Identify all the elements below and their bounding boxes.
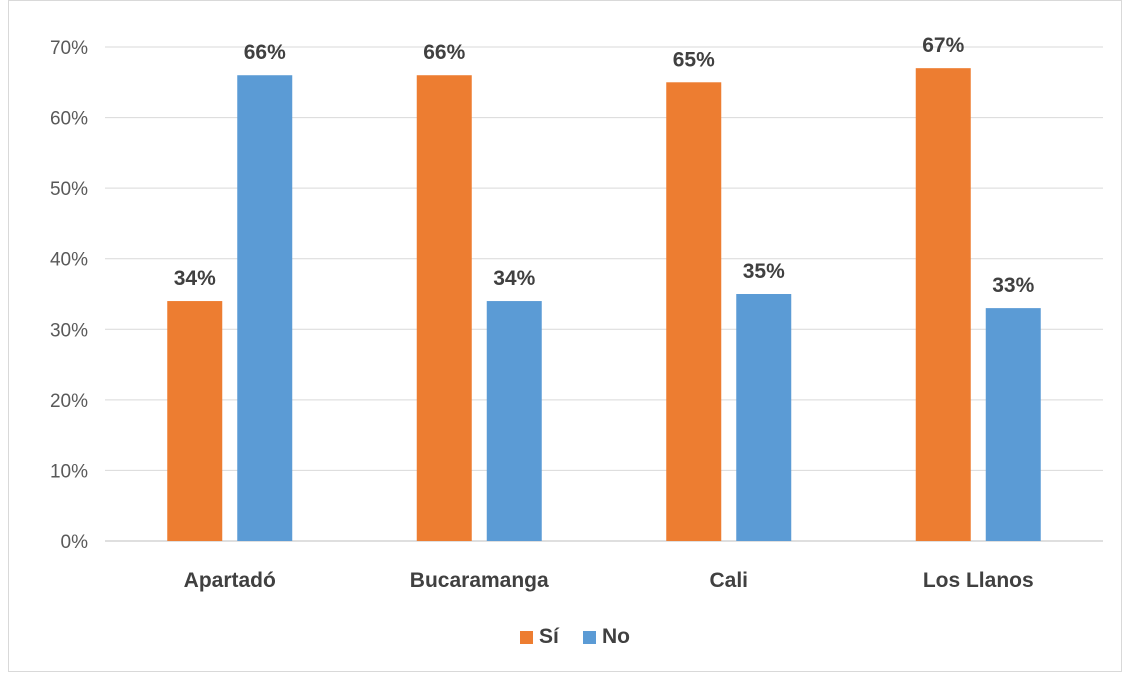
bar-no	[486, 301, 542, 541]
legend-swatch	[520, 631, 533, 644]
data-label: 66%	[423, 41, 465, 64]
bars	[167, 68, 1041, 542]
y-tick-label: 50%	[50, 179, 88, 200]
legend: Sí No	[520, 625, 630, 648]
y-tick-label: 30%	[50, 320, 88, 341]
y-tick-label: 60%	[50, 109, 88, 130]
y-tick-label: 10%	[50, 461, 88, 482]
bar-no	[237, 75, 293, 541]
bar-no	[985, 308, 1041, 541]
data-label: 34%	[174, 267, 216, 290]
bar-si	[666, 82, 722, 542]
category-label: Los Llanos	[923, 569, 1034, 592]
legend-swatch	[583, 631, 596, 644]
data-label: 66%	[244, 41, 286, 64]
legend-label: Sí	[539, 625, 560, 648]
data-label: 67%	[922, 34, 964, 57]
bar-si	[416, 75, 472, 541]
data-label: 65%	[673, 48, 715, 71]
y-tick-label: 70%	[50, 38, 88, 59]
category-label: Cali	[709, 569, 748, 592]
data-labels: 34% 66% 66% 34% 65% 35% 67% 33%	[174, 34, 1035, 297]
bar-si	[167, 301, 223, 541]
bar-no	[736, 294, 792, 541]
category-label: Bucaramanga	[410, 569, 549, 592]
y-axis-tick-labels: 0% 10% 20% 30% 40% 50% 60% 70%	[50, 38, 88, 553]
y-tick-label: 0%	[61, 532, 89, 553]
category-label: Apartadó	[184, 569, 276, 592]
bar-si	[915, 68, 971, 542]
y-tick-label: 40%	[50, 250, 88, 271]
x-axis-category-labels: Apartadó Bucaramanga Cali Los Llanos	[184, 569, 1034, 592]
data-label: 34%	[493, 267, 535, 290]
data-label: 33%	[992, 274, 1034, 297]
legend-label: No	[602, 625, 630, 648]
y-tick-label: 20%	[50, 391, 88, 412]
data-label: 35%	[743, 260, 785, 283]
